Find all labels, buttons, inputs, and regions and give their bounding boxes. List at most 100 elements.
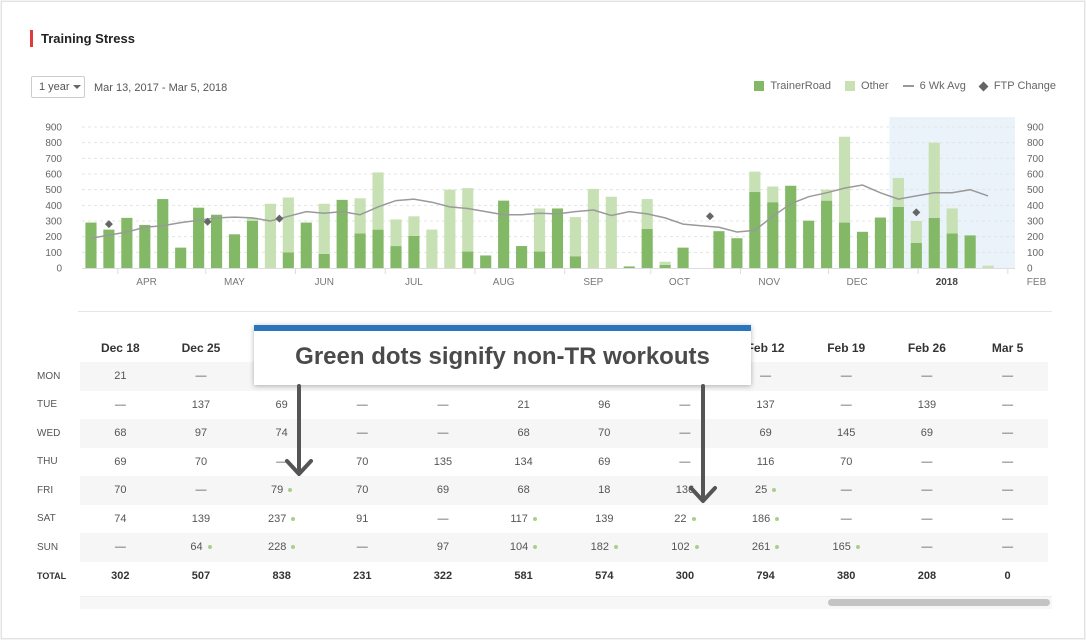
y-tick-label-left: 700 xyxy=(45,154,62,165)
tss-cell: 70 xyxy=(80,476,161,505)
tss-cell: — xyxy=(644,419,726,448)
tss-cell: 145 xyxy=(805,419,887,448)
bar-trainerroad xyxy=(228,234,241,268)
tss-cell: 139 xyxy=(887,391,968,420)
tss-value: 70 xyxy=(840,455,853,468)
tss-cell: 116 xyxy=(725,448,806,477)
tss-cell: 21 xyxy=(80,362,161,391)
tss-cell: 69 xyxy=(80,448,161,477)
tss-value: — xyxy=(437,398,449,411)
x-tick-label: APR xyxy=(136,277,157,288)
ftp-change-marker xyxy=(203,217,212,226)
tss-value: — xyxy=(195,484,207,497)
tss-value: 237 xyxy=(267,512,287,525)
bar-trainerroad xyxy=(139,224,151,268)
tss-value: 116 xyxy=(756,455,775,468)
bar-other xyxy=(587,188,599,268)
tss-value: — xyxy=(356,398,368,411)
tss-value: — xyxy=(276,455,288,468)
range-select[interactable]: 1 year xyxy=(31,76,85,98)
non-tr-workout-dot-icon xyxy=(532,516,537,521)
legend-swatch-trainerroad xyxy=(754,81,765,91)
table-row: SUN — 64 228 — 97 104 182 102 261 165 — — xyxy=(30,533,1048,562)
bar-trainerroad xyxy=(731,238,743,268)
bar-trainerroad xyxy=(856,231,869,268)
tss-cell: 70 xyxy=(806,448,887,477)
total-value: 302 xyxy=(111,569,130,582)
legend-item-trainerroad: TrainerRoad xyxy=(754,80,831,92)
tss-value: 70 xyxy=(114,484,127,497)
y-tick-label-left: 400 xyxy=(45,201,62,212)
bar-trainerroad xyxy=(372,229,384,268)
tss-cell: 228 xyxy=(241,533,322,562)
tss-cell: 70 xyxy=(563,419,645,448)
legend-item-other: Other xyxy=(845,80,889,92)
tss-value: 165 xyxy=(832,541,851,554)
day-label: SUN xyxy=(37,541,59,553)
tss-cell: — xyxy=(403,391,484,420)
tss-cell: — xyxy=(645,391,726,420)
tss-cell: — xyxy=(967,448,1048,477)
tss-value: 261 xyxy=(751,541,771,554)
total-label: TOTAL xyxy=(37,570,67,581)
tss-cell: 69 xyxy=(241,391,322,420)
tss-value: 69 xyxy=(920,427,934,440)
bar-trainerroad xyxy=(767,202,779,268)
bar-trainerroad xyxy=(964,235,976,268)
x-tick-label: 2018 xyxy=(936,277,959,288)
tss-cell: 137 xyxy=(161,391,242,420)
legend-line-icon xyxy=(902,85,914,87)
title-accent-bar xyxy=(30,30,33,47)
tss-value: 145 xyxy=(837,427,856,440)
total-row: TOTAL 302 507 838 231 322 581 574 300 794 380 208 0 xyxy=(30,562,1048,591)
non-tr-workout-dot-icon xyxy=(775,545,780,550)
table-row: FRI 70 — 79 70 69 68 18 136 25 — — — xyxy=(30,476,1048,505)
bar-other xyxy=(946,208,958,234)
bar-other xyxy=(408,216,420,236)
bar-other xyxy=(282,197,294,253)
x-tick-label: FEB xyxy=(1027,277,1047,288)
tss-value: — xyxy=(114,541,126,554)
scrollbar-thumb[interactable] xyxy=(828,599,1050,606)
bar-trainerroad xyxy=(354,233,366,268)
weekly-tss-table: Dec 18 Dec 25 Feb 12 Feb 19 Feb 26 Mar 5 MON 2… xyxy=(30,334,1048,590)
tss-value: 139 xyxy=(595,512,614,525)
y-tick-label-right: 300 xyxy=(1027,217,1044,228)
tss-value: 139 xyxy=(917,398,937,411)
bar-trainerroad xyxy=(641,228,653,268)
total-value: 300 xyxy=(675,569,695,582)
tss-cell: — xyxy=(886,533,968,562)
tss-value: — xyxy=(840,484,852,497)
y-tick-label-right: 800 xyxy=(1027,138,1044,149)
tss-value: — xyxy=(437,427,449,440)
tss-value: 68 xyxy=(114,427,127,440)
x-tick-label: JUN xyxy=(314,277,333,288)
bar-other xyxy=(767,186,779,203)
tss-cell: — xyxy=(160,362,242,391)
bar-trainerroad xyxy=(336,199,348,268)
bar-trainerroad xyxy=(408,235,420,268)
total-value: 581 xyxy=(514,569,533,582)
tss-cell: — xyxy=(80,391,161,420)
bar-trainerroad xyxy=(892,206,904,268)
tss-cell: — xyxy=(321,533,403,562)
tss-value: 79 xyxy=(271,484,284,497)
tss-value: — xyxy=(195,370,207,383)
y-tick-label-left: 100 xyxy=(45,248,62,259)
tss-cell: — xyxy=(645,448,726,477)
tss-cell: — xyxy=(80,533,161,562)
tss-cell: 70 xyxy=(321,476,403,505)
tss-value: 64 xyxy=(190,541,203,554)
tss-value: 74 xyxy=(114,512,127,525)
tss-cell: 97 xyxy=(402,533,484,562)
bar-trainerroad xyxy=(838,222,851,268)
tss-value: 70 xyxy=(356,484,369,497)
bar-trainerroad xyxy=(874,217,886,268)
tss-cell: 69 xyxy=(725,419,806,448)
bar-trainerroad xyxy=(246,221,259,268)
tss-cell: 134 xyxy=(483,448,564,477)
day-label: THU xyxy=(37,456,58,468)
horizontal-scrollbar[interactable] xyxy=(80,596,1052,609)
total-value: 380 xyxy=(837,569,856,582)
tss-value: 70 xyxy=(194,455,208,468)
